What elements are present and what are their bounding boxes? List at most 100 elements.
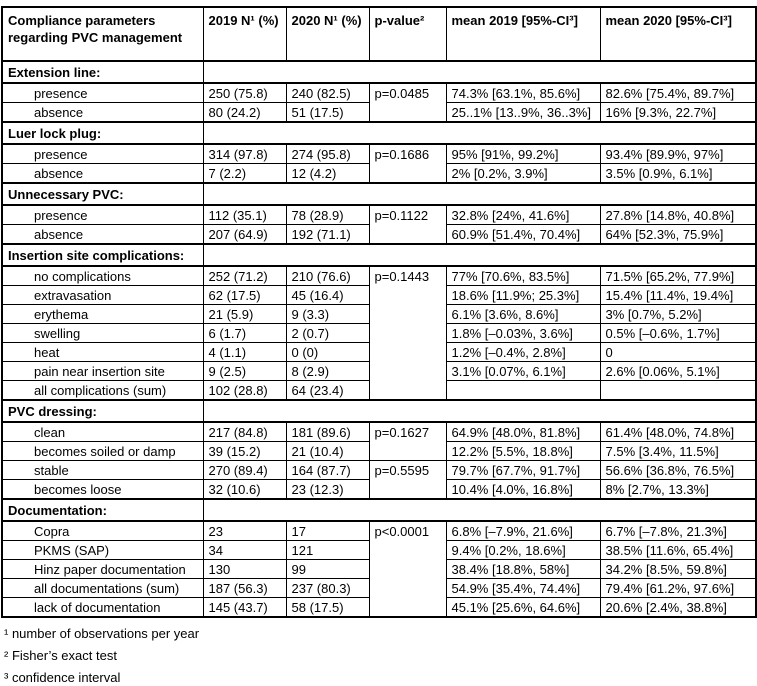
row-label: all complications (sum) <box>1 380 204 401</box>
cell-mean-2020: 2.6% [0.06%, 5.1%] <box>599 361 757 381</box>
cell-mean-2019: 79.7% [67.7%, 91.7%] <box>445 460 601 480</box>
row-label: all documentations (sum) <box>1 578 204 598</box>
cell-n-2019: 217 (84.8) <box>202 421 287 442</box>
cell-n-2019: 187 (56.3) <box>202 578 287 598</box>
table-row: all complications (sum) 102 (28.8) 64 (2… <box>1 380 757 401</box>
table-row: stable 270 (89.4) 164 (87.7) p=0.5595 79… <box>1 460 757 500</box>
cell-mean-2020: 56.6% [36.8%, 76.5%] <box>599 460 757 480</box>
table-row: Copra 23 17 p<0.0001 6.8% [–7.9%, 21.6%]… <box>1 520 757 618</box>
cell-n-2019: 6 (1.7) <box>202 323 287 343</box>
cell-n-2020: 210 (76.6) <box>285 265 370 286</box>
section-title: Insertion site complications: <box>1 243 204 267</box>
cell-n-2020: 164 (87.7) <box>285 460 370 480</box>
cell-mean-2019: 10.4% [4.0%, 16.8%] <box>445 479 601 500</box>
section-row-documentation: Documentation: <box>1 498 757 522</box>
cell-mean-2019: 6.1% [3.6%, 8.6%] <box>445 304 601 324</box>
cell-mean-2019: 45.1% [25.6%, 64.6%] <box>445 597 601 618</box>
cell-n-2019: 80 (24.2) <box>202 102 287 123</box>
cell-p-value: p=0.1122 <box>368 204 447 245</box>
cell-n-2020: 17 <box>285 520 370 541</box>
cell-n-2019: 252 (71.2) <box>202 265 287 286</box>
cell-mean-2020: 3.5% [0.9%, 6.1%] <box>599 163 757 184</box>
cell-n-2020: 23 (12.3) <box>285 479 370 500</box>
cell-n-2019: 250 (75.8) <box>202 82 287 103</box>
cell-n-2020: 192 (71.1) <box>285 224 370 245</box>
section-filler <box>202 399 757 423</box>
cell-n-2020: 8 (2.9) <box>285 361 370 381</box>
cell-mean-2020: 34.2% [8.5%, 59.8%] <box>599 559 757 579</box>
cell-mean-2019: 74.3% [63.1%, 85.6%] <box>445 82 601 103</box>
section-filler <box>202 243 757 267</box>
cell-p-value: p=0.0485 <box>368 82 447 123</box>
cell-n-2020: 181 (89.6) <box>285 421 370 442</box>
cell-mean-2020: 15.4% [11.4%, 19.4%] <box>599 285 757 305</box>
cell-n-2020: 51 (17.5) <box>285 102 370 123</box>
header-2019-n: 2019 N¹ (%) <box>202 6 287 62</box>
cell-mean-2019: 18.6% [11.9%; 25.3%] <box>445 285 601 305</box>
cell-mean-2019: 95% [91%, 99.2%] <box>445 143 601 164</box>
cell-mean-2020: 8% [2.7%, 13.3%] <box>599 479 757 500</box>
cell-mean-2019: 60.9% [51.4%, 70.4%] <box>445 224 601 245</box>
table-row: absence 207 (64.9) 192 (71.1) 60.9% [51.… <box>1 224 757 245</box>
section-title: Extension line: <box>1 60 204 84</box>
row-label: lack of documentation <box>1 597 204 618</box>
cell-n-2019: 62 (17.5) <box>202 285 287 305</box>
cell-mean-2019: 9.4% [0.2%, 18.6%] <box>445 540 601 560</box>
cell-n-2020: 240 (82.5) <box>285 82 370 103</box>
cell-n-2019: 4 (1.1) <box>202 342 287 362</box>
cell-n-2020: 64 (23.4) <box>285 380 370 401</box>
row-label: heat <box>1 342 204 362</box>
cell-n-2020: 274 (95.8) <box>285 143 370 164</box>
cell-n-2019: 32 (10.6) <box>202 479 287 500</box>
cell-mean-2020: 38.5% [11.6%, 65.4%] <box>599 540 757 560</box>
table-row: presence 250 (75.8) 240 (82.5) p=0.0485 … <box>1 82 757 123</box>
table-row: erythema 21 (5.9) 9 (3.3) 6.1% [3.6%, 8.… <box>1 304 757 324</box>
cell-mean-2020: 0.5% [–0.6%, 1.7%] <box>599 323 757 343</box>
cell-mean-2020: 64% [52.3%, 75.9%] <box>599 224 757 245</box>
cell-p-value: p=0.1686 <box>368 143 447 184</box>
header-parameters: Compliance parameters regarding PVC mana… <box>1 6 204 62</box>
row-label: absence <box>1 102 204 123</box>
table-row: absence 80 (24.2) 51 (17.5) 25..1% [13..… <box>1 102 757 123</box>
cell-p-value: p=0.1627 <box>368 421 447 461</box>
cell-n-2019: 207 (64.9) <box>202 224 287 245</box>
row-label: stable <box>1 460 204 480</box>
cell-mean-2019: 38.4% [18.8%, 58%] <box>445 559 601 579</box>
footnote-3: ³ confidence interval <box>4 670 121 685</box>
cell-p-value: p=0.1443 <box>368 265 447 401</box>
cell-mean-2019: 2% [0.2%, 3.9%] <box>445 163 601 184</box>
cell-n-2020: 45 (16.4) <box>285 285 370 305</box>
cell-mean-2019: 1.2% [–0.4%, 2.8%] <box>445 342 601 362</box>
section-row-extension-line: Extension line: <box>1 60 757 84</box>
header-p-value: p-value² <box>368 6 447 62</box>
table-row: all documentations (sum) 187 (56.3) 237 … <box>1 578 757 598</box>
cell-mean-2020: 79.4% [61.2%, 97.6%] <box>599 578 757 598</box>
cell-mean-2019 <box>445 380 601 401</box>
cell-mean-2019: 6.8% [–7.9%, 21.6%] <box>445 520 601 541</box>
cell-n-2020: 121 <box>285 540 370 560</box>
cell-n-2019: 21 (5.9) <box>202 304 287 324</box>
row-label: absence <box>1 224 204 245</box>
section-title: Luer lock plug: <box>1 121 204 145</box>
cell-n-2019: 34 <box>202 540 287 560</box>
section-row-unnecessary-pvc: Unnecessary PVC: <box>1 182 757 206</box>
table-row: presence 314 (97.8) 274 (95.8) p=0.1686 … <box>1 143 757 184</box>
cell-mean-2020: 93.4% [89.9%, 97%] <box>599 143 757 164</box>
cell-n-2020: 12 (4.2) <box>285 163 370 184</box>
cell-n-2019: 112 (35.1) <box>202 204 287 225</box>
cell-n-2020: 99 <box>285 559 370 579</box>
row-label: pain near insertion site <box>1 361 204 381</box>
cell-n-2019: 270 (89.4) <box>202 460 287 480</box>
cell-n-2020: 9 (3.3) <box>285 304 370 324</box>
footnotes: ¹ number of observations per year ² Fish… <box>4 625 757 686</box>
section-filler <box>202 182 757 206</box>
cell-n-2019: 23 <box>202 520 287 541</box>
cell-mean-2020: 27.8% [14.8%, 40.8%] <box>599 204 757 225</box>
cell-mean-2020: 16% [9.3%, 22.7%] <box>599 102 757 123</box>
table-row: no complications 252 (71.2) 210 (76.6) p… <box>1 265 757 401</box>
cell-mean-2019: 54.9% [35.4%, 74.4%] <box>445 578 601 598</box>
footnote-1: ¹ number of observations per year <box>4 626 200 641</box>
row-label: presence <box>1 82 204 103</box>
row-label: Copra <box>1 520 204 541</box>
row-label: swelling <box>1 323 204 343</box>
